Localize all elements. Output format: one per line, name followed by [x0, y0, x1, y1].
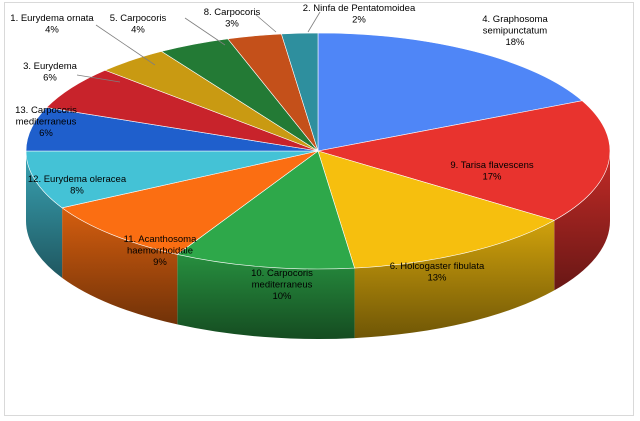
- pie-slice: [281, 32, 319, 152]
- slice-label: 4. Graphosoma semipunctatum 18%: [482, 14, 548, 48]
- slice-name: 9. Tarisa flavescens: [450, 160, 534, 171]
- slice-label: 8. Carpocoris 3%: [204, 7, 261, 30]
- slice-label: 11. Acanthosoma haemorrhoidale 9%: [124, 234, 197, 268]
- slice-name: 10. Carpocoris: [251, 268, 313, 279]
- slice-label: 1. Eurydema ornata 4%: [10, 13, 94, 36]
- leader-line: [184, 17, 226, 46]
- slice-name: semipunctatum: [483, 26, 548, 37]
- slice-label: 5. Carpocoris 4%: [110, 13, 167, 36]
- slice-percent: 6%: [43, 73, 57, 84]
- slice-name: 1. Eurydema ornata: [10, 13, 94, 24]
- pie-slice-side: [354, 220, 555, 339]
- leader-line: [76, 74, 121, 83]
- pie-slice-side: [554, 151, 610, 291]
- slice-name: 11. Acanthosoma: [124, 234, 197, 245]
- slice-name: 5. Carpocoris: [110, 13, 167, 24]
- slice-label: 3. Eurydema 6%: [23, 61, 78, 84]
- slice-name: 2. Ninfa de Pentatomoidea: [303, 3, 416, 14]
- slice-percent: 10%: [272, 291, 292, 302]
- leader-line: [307, 11, 321, 33]
- slice-percent: 9%: [153, 257, 167, 268]
- leader-line: [95, 24, 156, 66]
- pie-slice: [317, 100, 611, 221]
- slice-name: 12. Eurydema oleracea: [28, 174, 127, 185]
- slice-name: 4. Graphosoma: [482, 14, 548, 25]
- pie-slice: [61, 150, 319, 255]
- slice-percent: 2%: [352, 15, 366, 26]
- slice-percent: 17%: [482, 172, 502, 183]
- slice-name: 6. Holcogaster fibulata: [390, 261, 485, 272]
- slice-label: 12. Eurydema oleracea 8%: [28, 174, 127, 197]
- slice-percent: 8%: [70, 186, 84, 197]
- slice-percent: 3%: [225, 19, 239, 30]
- leader-line: [254, 13, 277, 33]
- slice-name: mediterraneus: [252, 280, 313, 291]
- slice-label: 13. Carpocoris mediterraneus 6%: [15, 105, 77, 139]
- pie-labels: 4. Graphosoma semipunctatum 18% 9. Tarisa f…: [10, 3, 548, 302]
- slice-percent: 4%: [45, 25, 59, 36]
- pie-slice-side: [62, 207, 178, 325]
- pie-slice: [176, 150, 355, 270]
- slice-name: haemorrhoidale: [127, 246, 193, 257]
- slice-name: 3. Eurydema: [23, 61, 78, 72]
- slice-name: 13. Carpocoris: [15, 105, 77, 116]
- pie-slice-side: [177, 254, 355, 340]
- pie-slice: [25, 150, 319, 209]
- slice-label: 10. Carpocoris mediterraneus 10%: [251, 268, 313, 302]
- slice-name: mediterraneus: [16, 117, 77, 128]
- pie-slice: [317, 150, 556, 269]
- slice-label: 2. Ninfa de Pentatomoidea 2%: [303, 3, 416, 26]
- pie-top-faces: [25, 32, 611, 270]
- slice-percent: 4%: [131, 25, 145, 36]
- pie-slice: [317, 32, 583, 152]
- pie-slice-side: [26, 151, 63, 278]
- slice-name: 8. Carpocoris: [204, 7, 261, 18]
- slice-percent: 13%: [427, 273, 447, 284]
- slice-percent: 18%: [505, 37, 525, 48]
- slice-label: 9. Tarisa flavescens 17%: [450, 160, 534, 183]
- slice-label: 6. Holcogaster fibulata 13%: [390, 261, 485, 284]
- slice-percent: 6%: [39, 128, 53, 139]
- pie-side-walls: [26, 151, 610, 340]
